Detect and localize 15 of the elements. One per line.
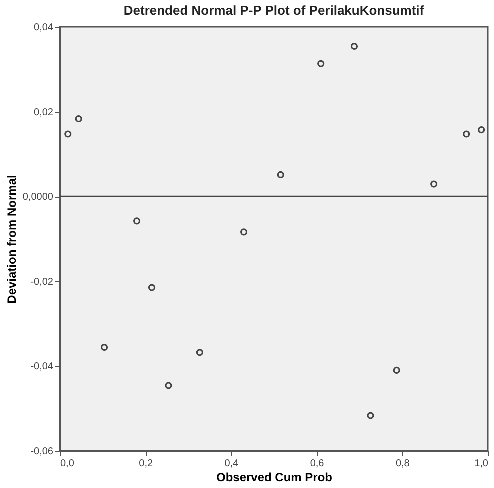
- y-axis-title: Deviation from Normal: [4, 175, 19, 304]
- x-axis-title: Observed Cum Prob: [216, 470, 333, 484]
- y-tick-label: -0,02: [30, 276, 54, 288]
- y-tick-label: -0,06: [30, 446, 54, 458]
- x-tick-label: 0,0: [60, 458, 75, 470]
- x-tick-label: 0,2: [139, 458, 154, 470]
- x-tick-label: 1,0: [474, 458, 489, 470]
- x-tick-label: 0,8: [396, 458, 410, 470]
- chart-title: Detrended Normal P-P Plot of PerilakuKonsumtif: [124, 3, 425, 18]
- y-tick-label: -0,04: [30, 362, 54, 373]
- x-tick-label: 0,6: [310, 458, 325, 470]
- y-tick-label: 0,0000: [22, 192, 54, 204]
- y-tick-label: 0,04: [34, 22, 54, 34]
- y-tick-label: 0,02: [34, 107, 54, 118]
- x-tick-label: 0,4: [224, 458, 240, 470]
